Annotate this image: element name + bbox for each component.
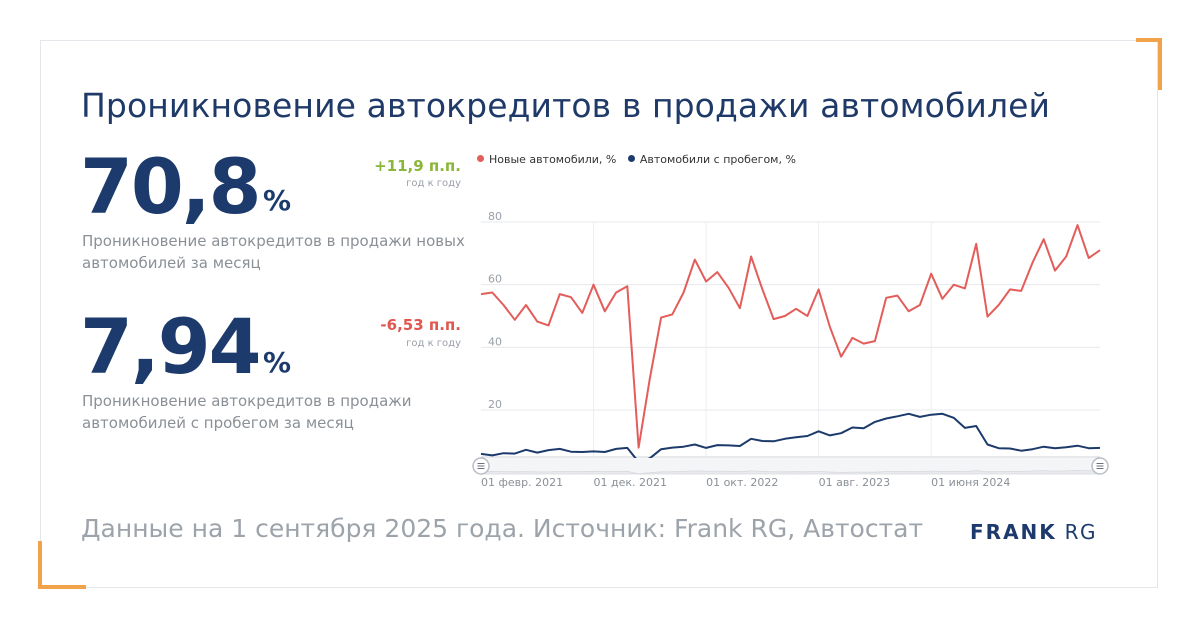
legend-label-used: Автомобили с пробегом, % [639,153,796,166]
brand-logo-bold: FRANK [970,520,1057,544]
chart-legend: Новые автомобили, % Автомобили с пробего… [477,153,804,166]
kpi-used-value: 7,94 [80,302,262,391]
corner-accent-bottom-left [38,541,86,589]
legend-item-used[interactable]: Автомобили с пробегом, % [627,153,796,166]
kpi-used-unit: % [263,346,292,379]
kpi-used-description: Проникновение автокредитов в продажи авт… [82,392,412,432]
legend-marker-new [477,155,484,162]
legend-label-new: Новые автомобили, % [489,153,617,166]
kpi-new-unit: % [263,184,292,217]
legend-item-new[interactable]: Новые автомобили, % [477,153,616,166]
kpi-new-delta: +11,9 п.п. [374,157,461,175]
page-title: Проникновение автокредитов в продажи авт… [81,86,1051,125]
corner-accent-top-right [1136,38,1162,90]
brand-logo-light: RG [1064,520,1098,544]
card-frame [40,40,1158,588]
brand-logo: FRANK RG [970,520,1097,544]
kpi-new-value: 70,8 [80,142,262,231]
kpi-used-delta: -6,53 п.п. [380,316,461,334]
legend-marker-used [627,155,635,162]
kpi-new-description: Проникновение автокредитов в продажи нов… [82,232,465,272]
source-footer: Данные на 1 сентября 2025 года. Источник… [81,514,924,543]
kpi-new-delta-note: год к году [406,178,461,189]
kpi-used-delta-note: год к году [406,338,461,349]
